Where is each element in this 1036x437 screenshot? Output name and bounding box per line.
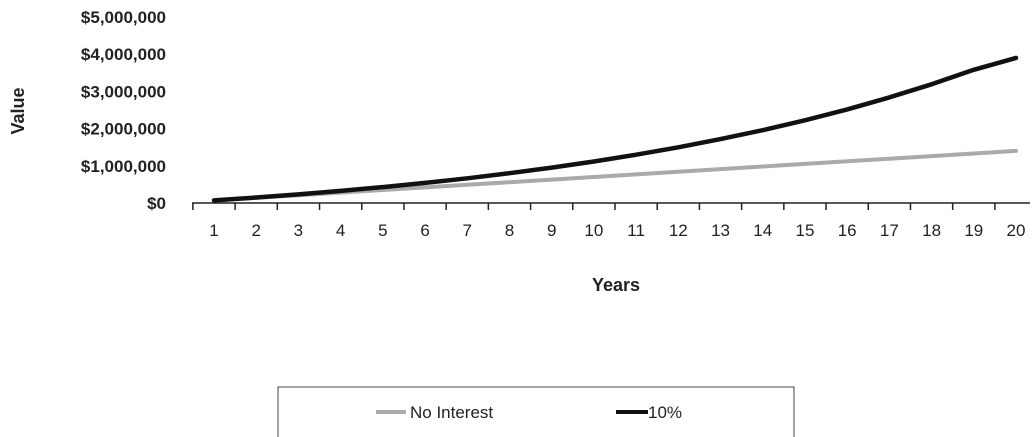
x-tick-label: 6 [420, 221, 429, 240]
x-tick-label: 13 [711, 221, 730, 240]
legend-label-10pct: 10% [648, 403, 682, 422]
x-tick-label: 3 [294, 221, 303, 240]
y-axis-title-group: Value [8, 87, 28, 134]
x-tick-label: 19 [964, 221, 983, 240]
x-tick-label: 4 [336, 221, 345, 240]
legend-box [277, 386, 795, 437]
x-tick-label: 18 [922, 221, 941, 240]
series-line [211, 55, 1019, 203]
y-tick-label: $3,000,000 [81, 82, 166, 101]
y-tick-label: $0 [147, 194, 166, 213]
x-tick-label: 15 [795, 221, 814, 240]
legend: No Interest 10% [277, 386, 795, 437]
x-tick-label: 2 [251, 221, 260, 240]
x-tick-label: 20 [1007, 221, 1026, 240]
series-lines [211, 55, 1019, 203]
x-tick-label: 9 [547, 221, 556, 240]
x-tick-label: 11 [627, 221, 645, 240]
y-axis-title: Value [8, 87, 28, 134]
y-tick-label: $1,000,000 [81, 157, 166, 176]
x-axis-title: Years [592, 275, 640, 295]
x-tick-label: 12 [669, 221, 688, 240]
x-axis-ticks: 1 2 3 4 5 6 7 8 9 10 11 12 13 14 15 16 17 18 19 20 [192, 203, 1026, 240]
y-tick-label: $5,000,000 [81, 8, 166, 27]
series-10pct [211, 55, 1019, 203]
legend-label-no-interest: No Interest [410, 403, 493, 422]
x-tick-label: 17 [880, 221, 899, 240]
y-tick-label: $4,000,000 [81, 45, 166, 64]
y-tick-label: $2,000,000 [81, 120, 166, 139]
x-tick-label: 5 [378, 221, 387, 240]
x-tick-label: 14 [753, 221, 772, 240]
y-axis-ticks: $0 $1,000,000 $2,000,000 $3,000,000 $4,000,0… [81, 8, 166, 213]
x-tick-label: 7 [463, 221, 472, 240]
x-tick-label: 8 [505, 221, 514, 240]
x-tick-label: 1 [209, 221, 218, 240]
x-tick-label: 16 [838, 221, 857, 240]
x-tick-label: 10 [584, 221, 603, 240]
